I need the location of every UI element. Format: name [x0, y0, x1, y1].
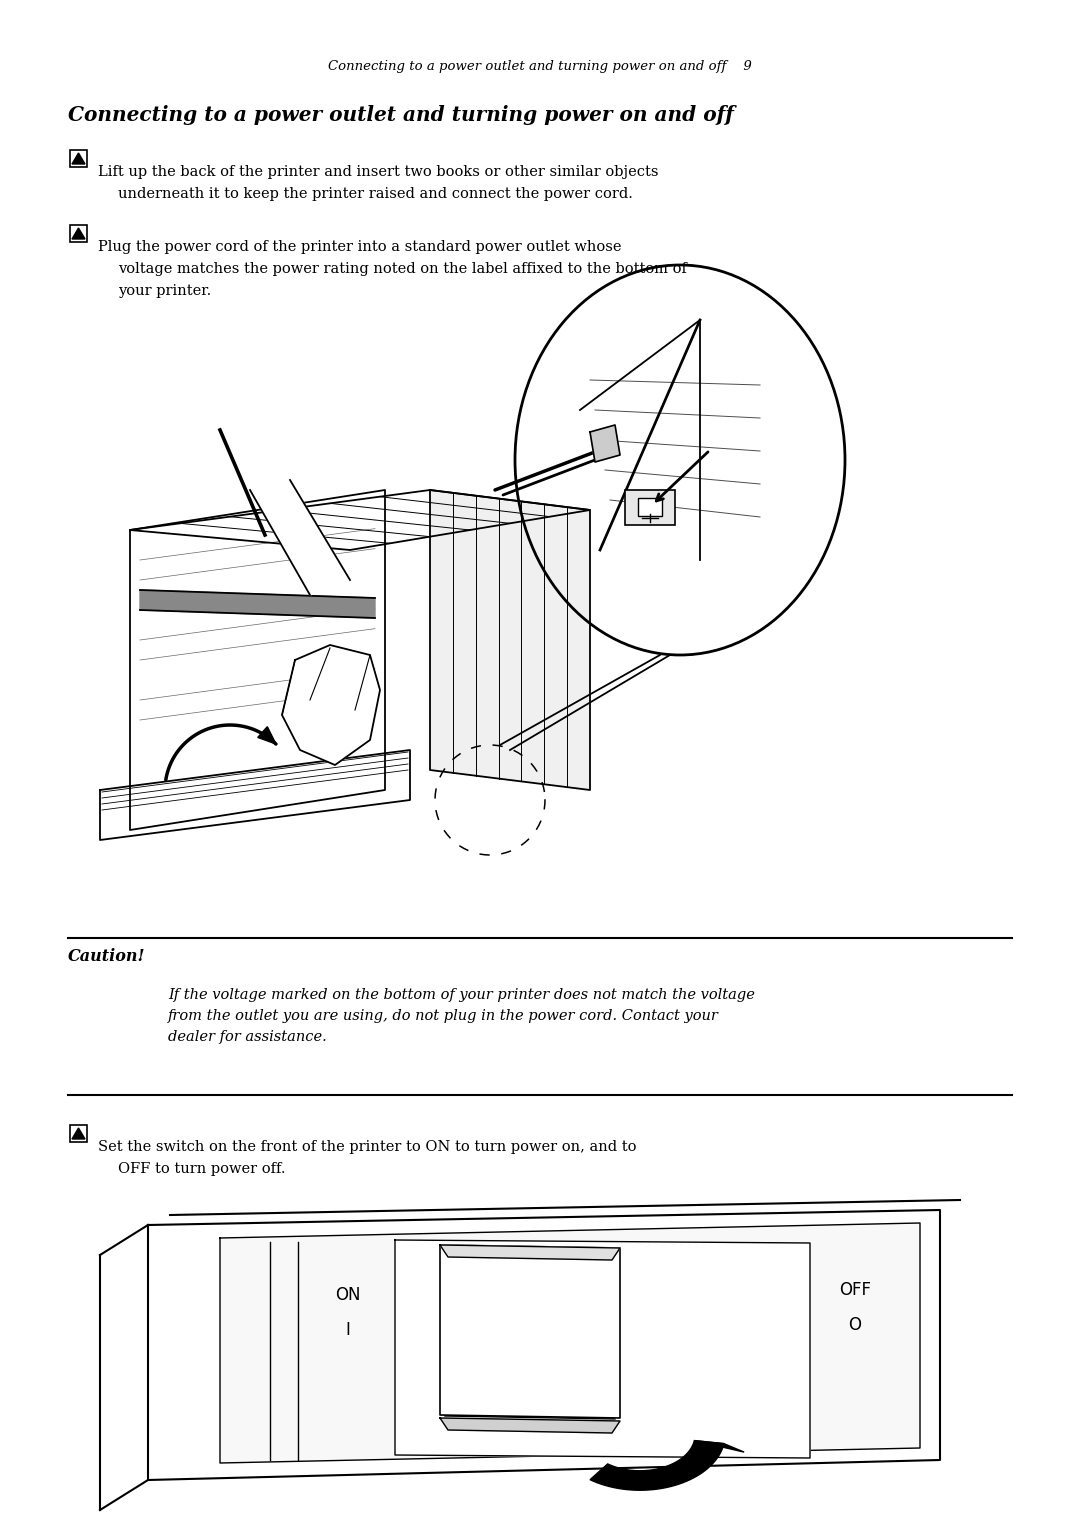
Polygon shape [395, 1240, 810, 1459]
Text: dealer for assistance.: dealer for assistance. [168, 1031, 327, 1044]
Polygon shape [72, 153, 85, 164]
Text: Lift up the back of the printer and insert two books or other similar objects: Lift up the back of the printer and inse… [98, 165, 659, 179]
Polygon shape [72, 228, 85, 239]
Polygon shape [440, 1245, 620, 1260]
Polygon shape [130, 489, 384, 830]
Text: your printer.: your printer. [118, 284, 212, 298]
Text: underneath it to keep the printer raised and connect the power cord.: underneath it to keep the printer raised… [118, 187, 633, 200]
Polygon shape [130, 489, 590, 550]
Bar [70, 150, 87, 167]
Text: I: I [346, 1321, 350, 1339]
Bar [625, 489, 675, 524]
Bar [70, 1125, 87, 1142]
Polygon shape [148, 1209, 940, 1480]
Polygon shape [440, 1417, 620, 1433]
Bar [70, 225, 87, 242]
Polygon shape [220, 1223, 920, 1463]
Text: If the voltage marked on the bottom of your printer does not match the voltage: If the voltage marked on the bottom of y… [168, 988, 755, 1001]
Text: Plug the power cord of the printer into a standard power outlet whose: Plug the power cord of the printer into … [98, 240, 621, 254]
Text: voltage matches the power rating noted on the label affixed to the bottom of: voltage matches the power rating noted o… [118, 261, 687, 277]
Polygon shape [100, 751, 410, 839]
Text: O: O [849, 1316, 862, 1333]
Polygon shape [440, 1245, 620, 1417]
Text: Caution!: Caution! [68, 948, 146, 965]
Polygon shape [430, 489, 590, 790]
Polygon shape [258, 726, 276, 745]
Text: Connecting to a power outlet and turning power on and off    9: Connecting to a power outlet and turning… [328, 60, 752, 73]
Polygon shape [282, 645, 380, 764]
Text: OFF: OFF [839, 1281, 870, 1300]
Text: Connecting to a power outlet and turning power on and off: Connecting to a power outlet and turning… [68, 106, 734, 125]
Polygon shape [72, 1128, 85, 1139]
Polygon shape [249, 480, 350, 595]
Text: OFF to turn power off.: OFF to turn power off. [118, 1162, 285, 1176]
Text: Set the switch on the front of the printer to ON to turn power on, and to: Set the switch on the front of the print… [98, 1141, 636, 1154]
Text: ON: ON [335, 1286, 361, 1304]
Polygon shape [590, 1440, 724, 1491]
Polygon shape [590, 425, 620, 462]
Polygon shape [694, 1440, 744, 1453]
Bar [638, 498, 662, 515]
Text: from the outlet you are using, do not plug in the power cord. Contact your: from the outlet you are using, do not pl… [168, 1009, 719, 1023]
Polygon shape [140, 590, 375, 618]
